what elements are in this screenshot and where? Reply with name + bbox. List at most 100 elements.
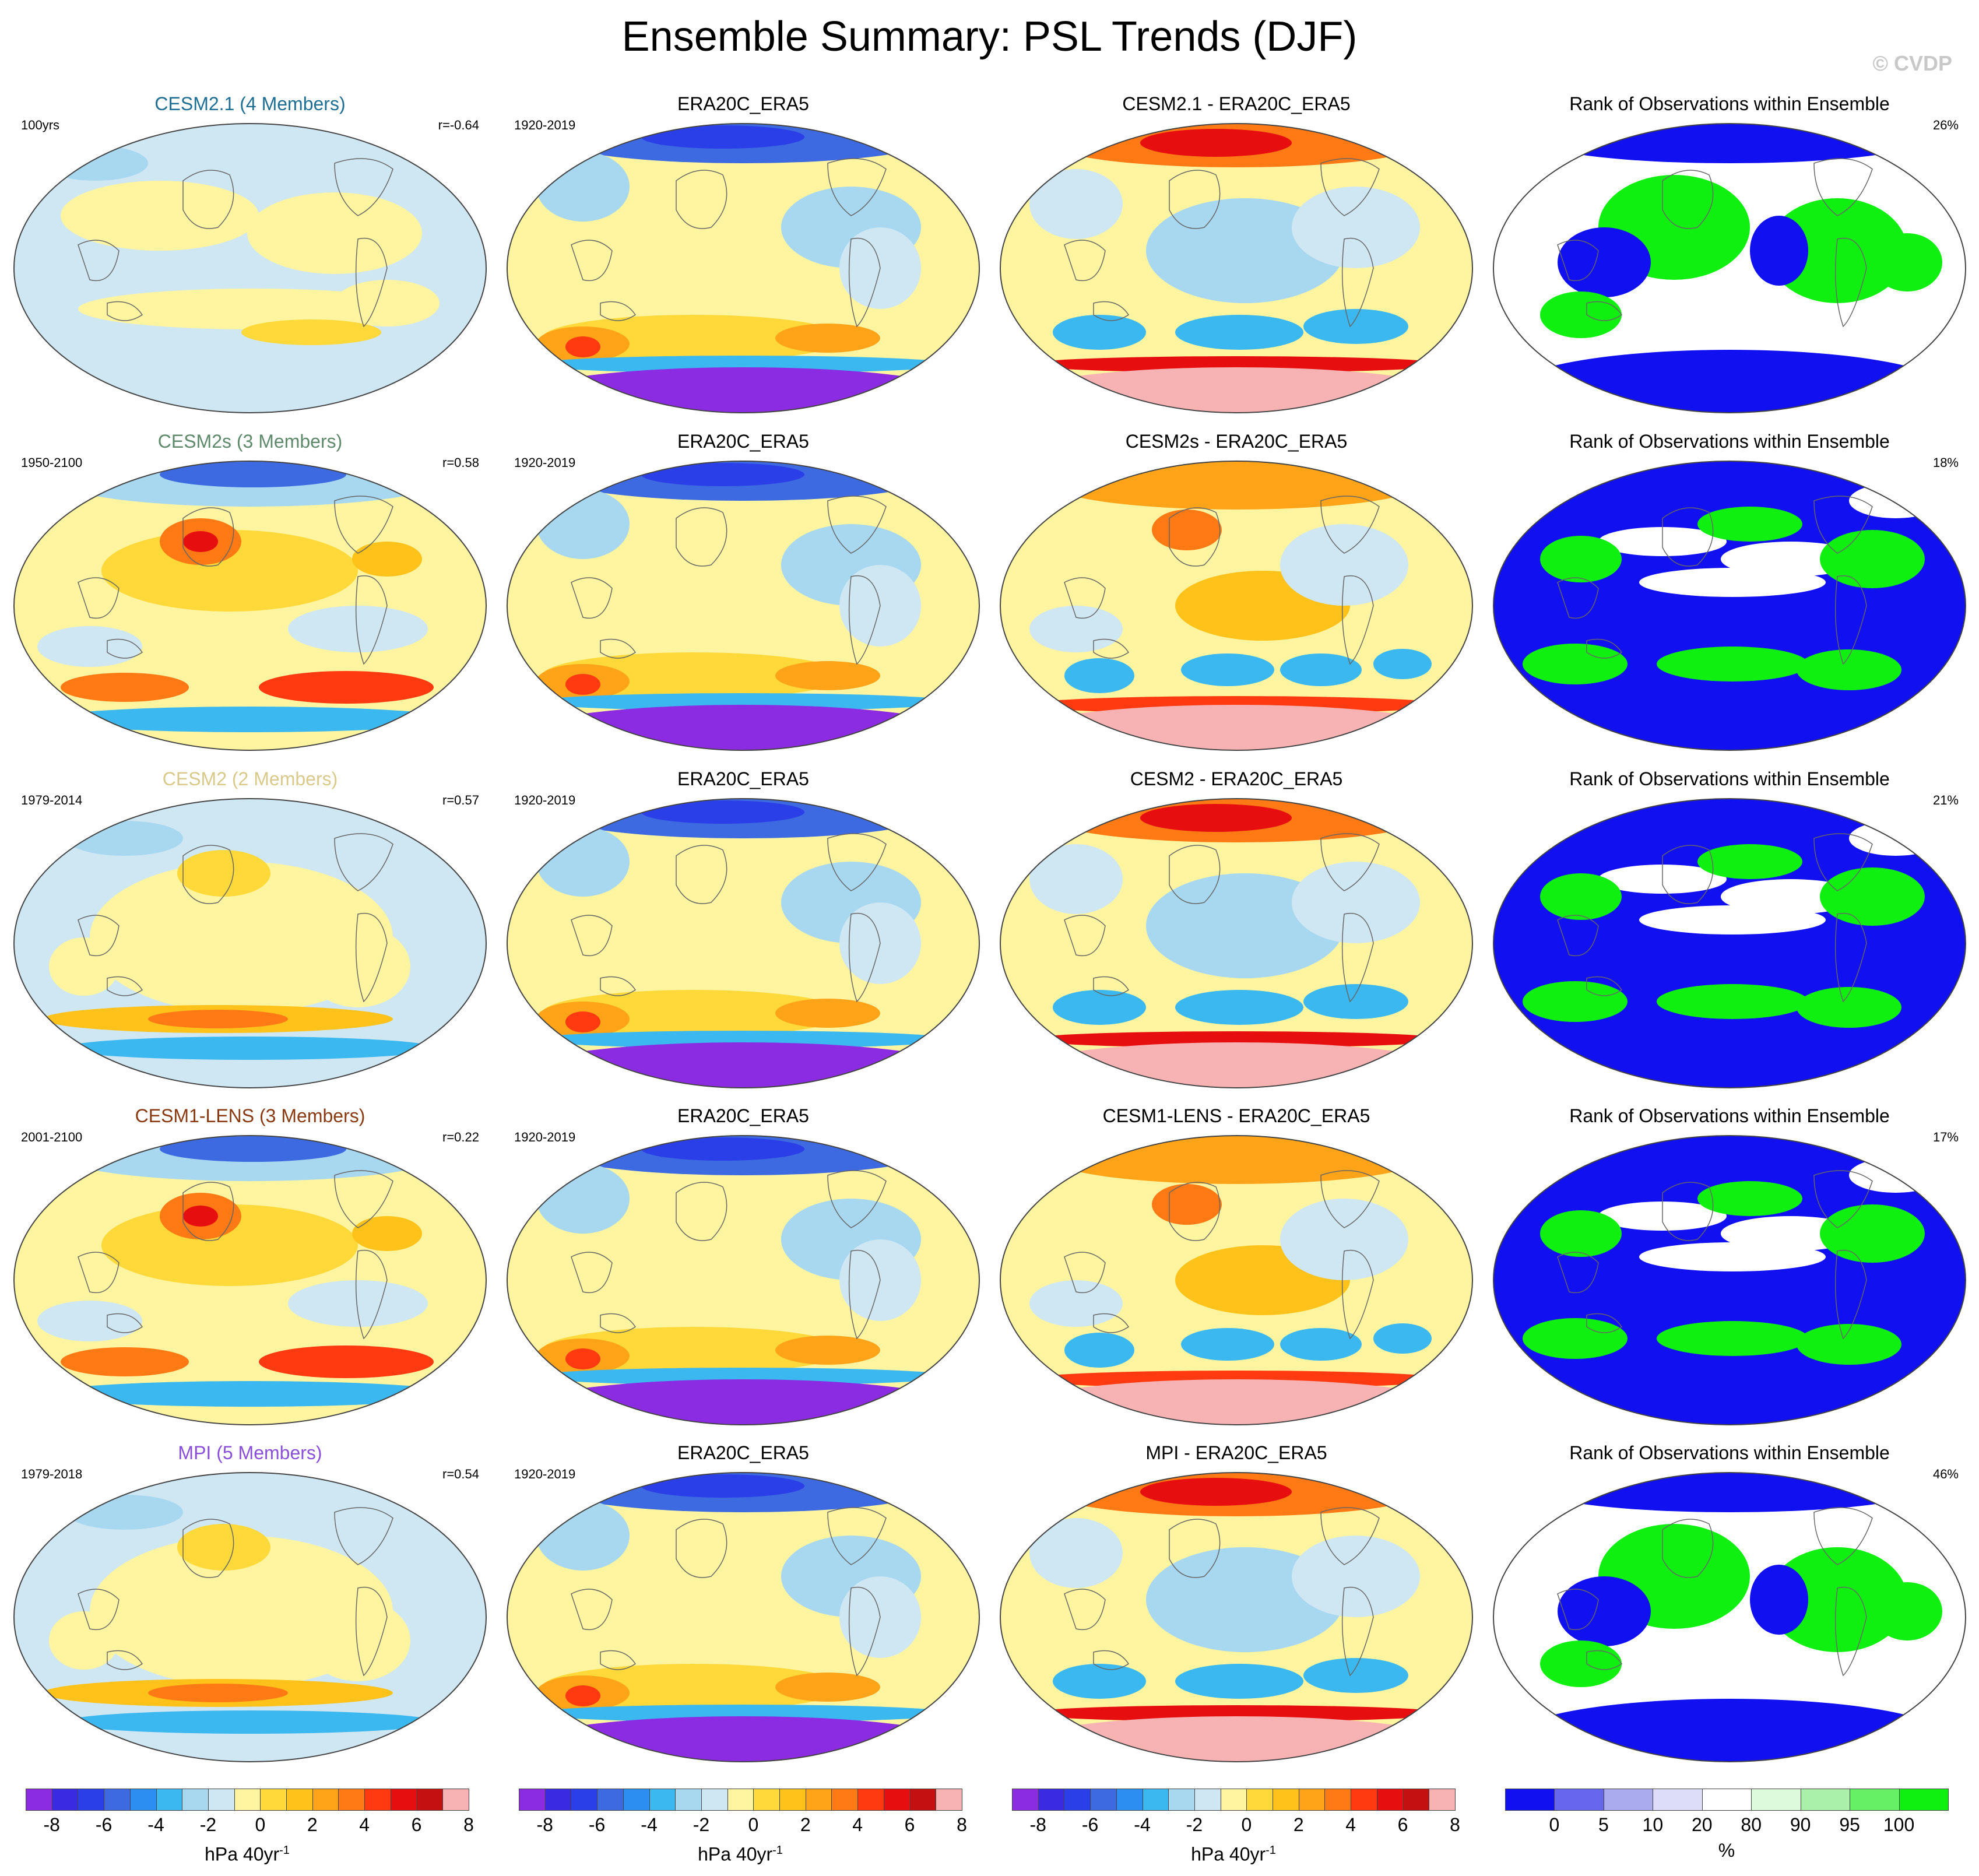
colorbar-swatch: [544, 1789, 572, 1811]
field-region: [1540, 1210, 1622, 1257]
colorbar-swatch: [753, 1789, 781, 1811]
field-region: [1175, 1664, 1303, 1699]
coastline: [1064, 1589, 1106, 1631]
coastline: [355, 1586, 388, 1677]
world-map: [507, 798, 980, 1088]
coastline: [1320, 158, 1380, 216]
field-region: [49, 937, 119, 996]
colorbar-swatch: [1012, 1789, 1039, 1811]
map-border: [1493, 461, 1966, 751]
panel-stat-label: r=0.22: [442, 1130, 479, 1144]
coastline: [1341, 912, 1374, 1003]
colorbar-swatch: [1064, 1789, 1091, 1811]
coastline: [1169, 845, 1221, 904]
panel-title: ERA20C_ERA5: [677, 1105, 809, 1126]
coastline: [1813, 833, 1873, 891]
map-border: [507, 1472, 980, 1762]
field-region: [1280, 524, 1408, 606]
colorbar-swatch: [442, 1789, 469, 1811]
coastline: [676, 170, 727, 229]
colorbar-swatch: [1220, 1789, 1247, 1811]
panel-period-label: 100yrs: [21, 118, 60, 132]
field-region: [1523, 981, 1628, 1022]
field-region: [1373, 1323, 1432, 1354]
panel-title: CESM2 (2 Members): [162, 768, 338, 789]
panel-period-label: 1979-2018: [21, 1467, 83, 1481]
coastline: [1093, 1313, 1130, 1333]
field-region: [160, 462, 346, 487]
panel-diff: MPI - ERA20C_ERA5: [994, 1441, 1478, 1768]
colorbar-swatch: [883, 1789, 911, 1811]
coastline: [1834, 912, 1867, 1003]
panel-title: Rank of Observations within Ensemble: [1569, 1105, 1890, 1126]
colorbar-tick: -2: [1186, 1814, 1203, 1835]
panel-title: CESM2s - ERA20C_ERA5: [1125, 431, 1348, 452]
coastline: [1320, 1507, 1380, 1565]
colorbar-swatch: [727, 1789, 754, 1811]
colorbar-swatch: [1402, 1789, 1430, 1811]
map-border: [1000, 798, 1473, 1088]
world-map: [13, 798, 487, 1088]
field-region: [1029, 1280, 1123, 1327]
coastline: [1093, 1650, 1130, 1670]
coastline: [1586, 1313, 1623, 1333]
field-region: [177, 850, 270, 897]
colorbar-swatch: [78, 1789, 105, 1811]
colorbar-tick: 4: [1345, 1814, 1356, 1835]
colorbar-units: %: [1718, 1840, 1735, 1861]
colorbar-swatch: [1376, 1789, 1404, 1811]
colorbar-swatch: [1850, 1789, 1900, 1811]
world-map: [1493, 123, 1966, 413]
field-region: [1797, 987, 1901, 1028]
coastline: [571, 915, 613, 957]
coastline: [78, 1252, 119, 1294]
coastline: [1834, 1586, 1867, 1677]
colorbar-rank: 0 5 10 20 80 90 95 100%: [1505, 1783, 1949, 1870]
field-region: [1181, 654, 1274, 686]
panel-stat-label: r=0.58: [442, 455, 479, 470]
colorbar-swatch: [1653, 1789, 1703, 1811]
field-region: [1050, 1136, 1423, 1184]
coastline: [1169, 1519, 1221, 1578]
field-region: [148, 1010, 288, 1028]
field-region: [1820, 530, 1925, 588]
field-region: [46, 1381, 454, 1407]
colorbar-tick: 6: [411, 1814, 422, 1835]
field-region: [259, 1345, 434, 1378]
panel-title: CESM2s (3 Members): [157, 431, 343, 452]
field-region: [1152, 1184, 1222, 1225]
panel-stat-label: r=0.54: [442, 1467, 479, 1481]
coastline: [1557, 1589, 1599, 1631]
field-region: [641, 800, 804, 824]
coastline: [827, 1507, 887, 1565]
coastline: [827, 496, 887, 554]
coastline: [355, 912, 388, 1003]
field-region: [1540, 291, 1622, 338]
field-region: [183, 1206, 218, 1227]
field-region: [1657, 984, 1808, 1019]
world-map: [13, 1472, 487, 1762]
map-border: [1000, 461, 1473, 751]
field-region: [533, 1031, 953, 1048]
panel-diff: CESM2s - ERA20C_ERA5: [994, 430, 1478, 756]
colorbar-swatch: [104, 1789, 131, 1811]
colorbar-swatch: [156, 1789, 183, 1811]
colorbar-swatch: [779, 1789, 806, 1811]
colorbar-swatch: [208, 1789, 235, 1811]
world-map: [507, 1472, 980, 1762]
panel-model: MPI (5 Members) 1979-2018 r=0.54: [8, 1441, 492, 1768]
coastline: [182, 845, 234, 904]
colorbar-swatch: [805, 1789, 832, 1811]
coastline: [1586, 638, 1623, 659]
coastline: [1813, 158, 1873, 216]
panel-model: CESM2.1 (4 Members) 100yrs r=-0.64: [8, 92, 492, 419]
map-border: [1493, 1135, 1966, 1425]
field-region: [1750, 1565, 1808, 1635]
field-region: [1292, 1536, 1420, 1617]
world-map: [1000, 123, 1473, 413]
colorbar-tick: 8: [463, 1814, 474, 1835]
colorbar-tick: 0: [1241, 1814, 1252, 1835]
panel-title: MPI - ERA20C_ERA5: [1145, 1442, 1327, 1463]
field-region: [1373, 649, 1432, 679]
colorbar-swatch: [338, 1789, 365, 1811]
